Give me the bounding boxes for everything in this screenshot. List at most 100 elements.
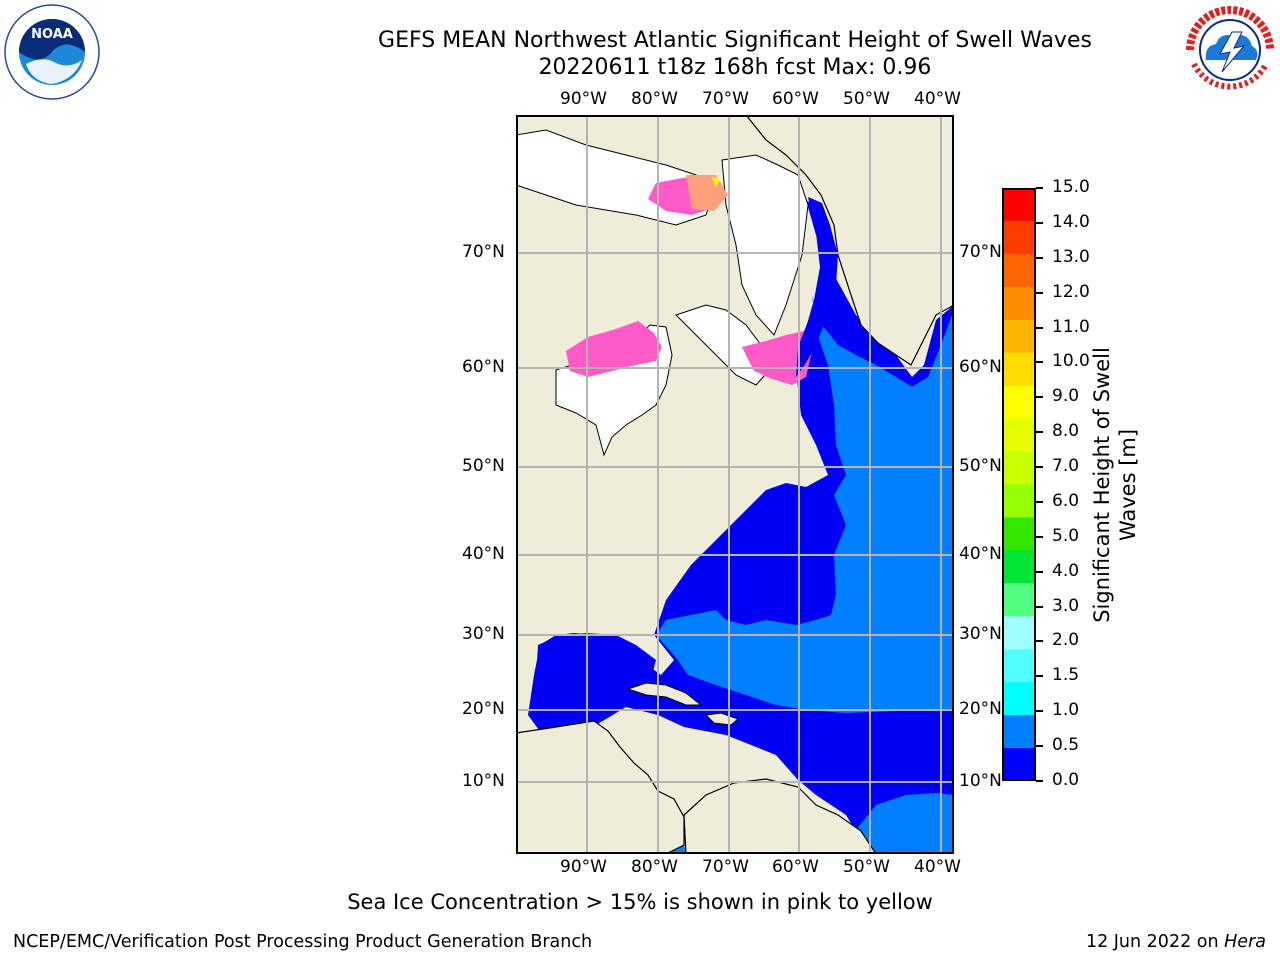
- lat-label-left: 50°N: [462, 456, 505, 476]
- colorbar-tick-mark: [1036, 326, 1043, 329]
- colorbar-tick-label: 3.0: [1052, 595, 1080, 616]
- sea-ice-yellow: [712, 177, 720, 187]
- baffin-bay: [721, 154, 809, 336]
- lat-label-left: 20°N: [462, 699, 505, 719]
- colorbar-tick-label: 6.0: [1052, 490, 1080, 511]
- colorbar-tick-label: 13.0: [1052, 246, 1090, 267]
- colorbar-swatch: [1002, 517, 1036, 551]
- nws-logo-icon: [1184, 4, 1276, 96]
- lat-label-right: 40°N: [959, 544, 1002, 564]
- chart-subtitle: 20220611 t18z 168h fcst Max: 0.96: [538, 55, 932, 80]
- colorbar-tick-mark: [1036, 640, 1043, 643]
- colorbar-tick-mark: [1036, 570, 1043, 573]
- lon-label-bottom: 40°W: [914, 857, 961, 877]
- cuba-island: [626, 682, 703, 706]
- svg-text:NOAA: NOAA: [31, 27, 73, 42]
- sea-ice-greenland: [796, 197, 838, 377]
- chart-title: GEFS MEAN Northwest Atlantic Significant…: [378, 28, 1092, 53]
- colorbar-swatch: [1002, 649, 1036, 683]
- lon-label-top: 60°W: [772, 89, 819, 109]
- lon-label-top: 90°W: [560, 89, 607, 109]
- lat-label-right: 60°N: [959, 357, 1002, 377]
- colorbar-tick-label: 9.0: [1052, 386, 1080, 407]
- colorbar-tick-label: 12.0: [1052, 281, 1090, 302]
- lat-label-right: 30°N: [959, 624, 1002, 644]
- ocean-swell-mid-east: [856, 793, 954, 854]
- colorbar-tick-mark: [1036, 466, 1043, 469]
- map-panel: [516, 115, 954, 854]
- colorbar-tick-mark: [1036, 710, 1043, 713]
- colorbar-tick-label: 10.0: [1052, 351, 1090, 372]
- colorbar-swatch: [1002, 352, 1036, 387]
- sea-ice-note: Sea Ice Concentration > 15% is shown in …: [347, 890, 933, 914]
- colorbar-tick-mark: [1036, 605, 1043, 608]
- lat-label-right: 20°N: [959, 699, 1002, 719]
- ocean-swell-mid: [656, 295, 954, 713]
- lat-label-left: 30°N: [462, 624, 505, 644]
- colorbar-tick-label: 14.0: [1052, 211, 1090, 232]
- colorbar-tick-mark: [1036, 291, 1043, 294]
- colorbar-tick-mark: [1036, 745, 1043, 748]
- colorbar-swatch: [1002, 682, 1036, 716]
- colorbar-swatch: [1002, 385, 1036, 420]
- colorbar-swatch: [1002, 484, 1036, 518]
- colorbar-tick-label: 7.0: [1052, 456, 1080, 477]
- colorbar-tick-label: 1.0: [1052, 700, 1080, 721]
- colorbar-swatch: [1002, 550, 1036, 584]
- colorbar-tick-label: 4.0: [1052, 560, 1080, 581]
- colorbar-tick-mark: [1036, 187, 1043, 189]
- lat-label-left: 60°N: [462, 357, 505, 377]
- colorbar-swatch: [1002, 286, 1036, 321]
- colorbar-tick-label: 2.0: [1052, 630, 1080, 651]
- lat-label-right: 70°N: [959, 242, 1002, 262]
- lon-label-bottom: 90°W: [560, 857, 607, 877]
- lon-label-bottom: 60°W: [772, 857, 819, 877]
- colorbar-tick-label: 11.0: [1052, 316, 1090, 337]
- gulf-of-mexico: [536, 633, 656, 723]
- lon-label-top: 70°W: [702, 89, 749, 109]
- lon-label-bottom: 50°W: [843, 857, 890, 877]
- noaa-logo-icon: NOAA: [4, 4, 100, 100]
- colorbar-swatch: [1002, 188, 1036, 222]
- colorbar-tick-mark: [1036, 675, 1043, 678]
- colorbar-swatch: [1002, 451, 1036, 485]
- colorbar-tick-mark: [1036, 396, 1043, 399]
- colorbar-tick-mark: [1036, 221, 1043, 224]
- colorbar-tick-mark: [1036, 361, 1043, 364]
- map-gridlines: [516, 115, 954, 854]
- colorbar-tick-mark: [1036, 535, 1043, 538]
- colorbar-tick-label: 8.0: [1052, 421, 1080, 442]
- colorbar-tick-label: 0.0: [1052, 770, 1080, 790]
- lon-label-top: 50°W: [843, 89, 890, 109]
- colorbar: [1002, 188, 1036, 781]
- lon-label-top: 40°W: [914, 89, 961, 109]
- colorbar-tick-label: 15.0: [1052, 177, 1090, 197]
- lon-label-bottom: 70°W: [702, 857, 749, 877]
- lat-label-left: 10°N: [462, 771, 505, 791]
- sea-ice-hudson-strait: [742, 331, 812, 385]
- colorbar-swatch: [1002, 583, 1036, 617]
- lat-label-left: 70°N: [462, 242, 505, 262]
- lat-label-right: 10°N: [959, 771, 1002, 791]
- colorbar-swatch: [1002, 253, 1036, 288]
- footer-date: 12 Jun 2022 on Hera: [1085, 932, 1266, 952]
- lat-label-right: 50°N: [959, 456, 1002, 476]
- lon-label-bottom: 80°W: [631, 857, 678, 877]
- colorbar-swatch: [1002, 748, 1036, 781]
- colorbar-tick-mark: [1036, 431, 1043, 434]
- lon-label-top: 80°W: [631, 89, 678, 109]
- colorbar-tick-label: 0.5: [1052, 735, 1080, 756]
- colorbar-swatch: [1002, 616, 1036, 650]
- colorbar-tick-label: 1.5: [1052, 665, 1080, 686]
- colorbar-swatch: [1002, 319, 1036, 354]
- colorbar-tick-mark: [1036, 500, 1043, 503]
- lat-label-left: 40°N: [462, 544, 505, 564]
- south-america-land: [683, 778, 877, 854]
- colorbar-swatch: [1002, 715, 1036, 749]
- sea-ice-pink: [566, 321, 662, 377]
- colorbar-swatch: [1002, 220, 1036, 255]
- footer-credit: NCEP/EMC/Verification Post Processing Pr…: [13, 932, 593, 952]
- colorbar-swatch: [1002, 418, 1036, 453]
- colorbar-tick-label: 5.0: [1052, 525, 1080, 546]
- colorbar-tick-mark: [1036, 780, 1043, 782]
